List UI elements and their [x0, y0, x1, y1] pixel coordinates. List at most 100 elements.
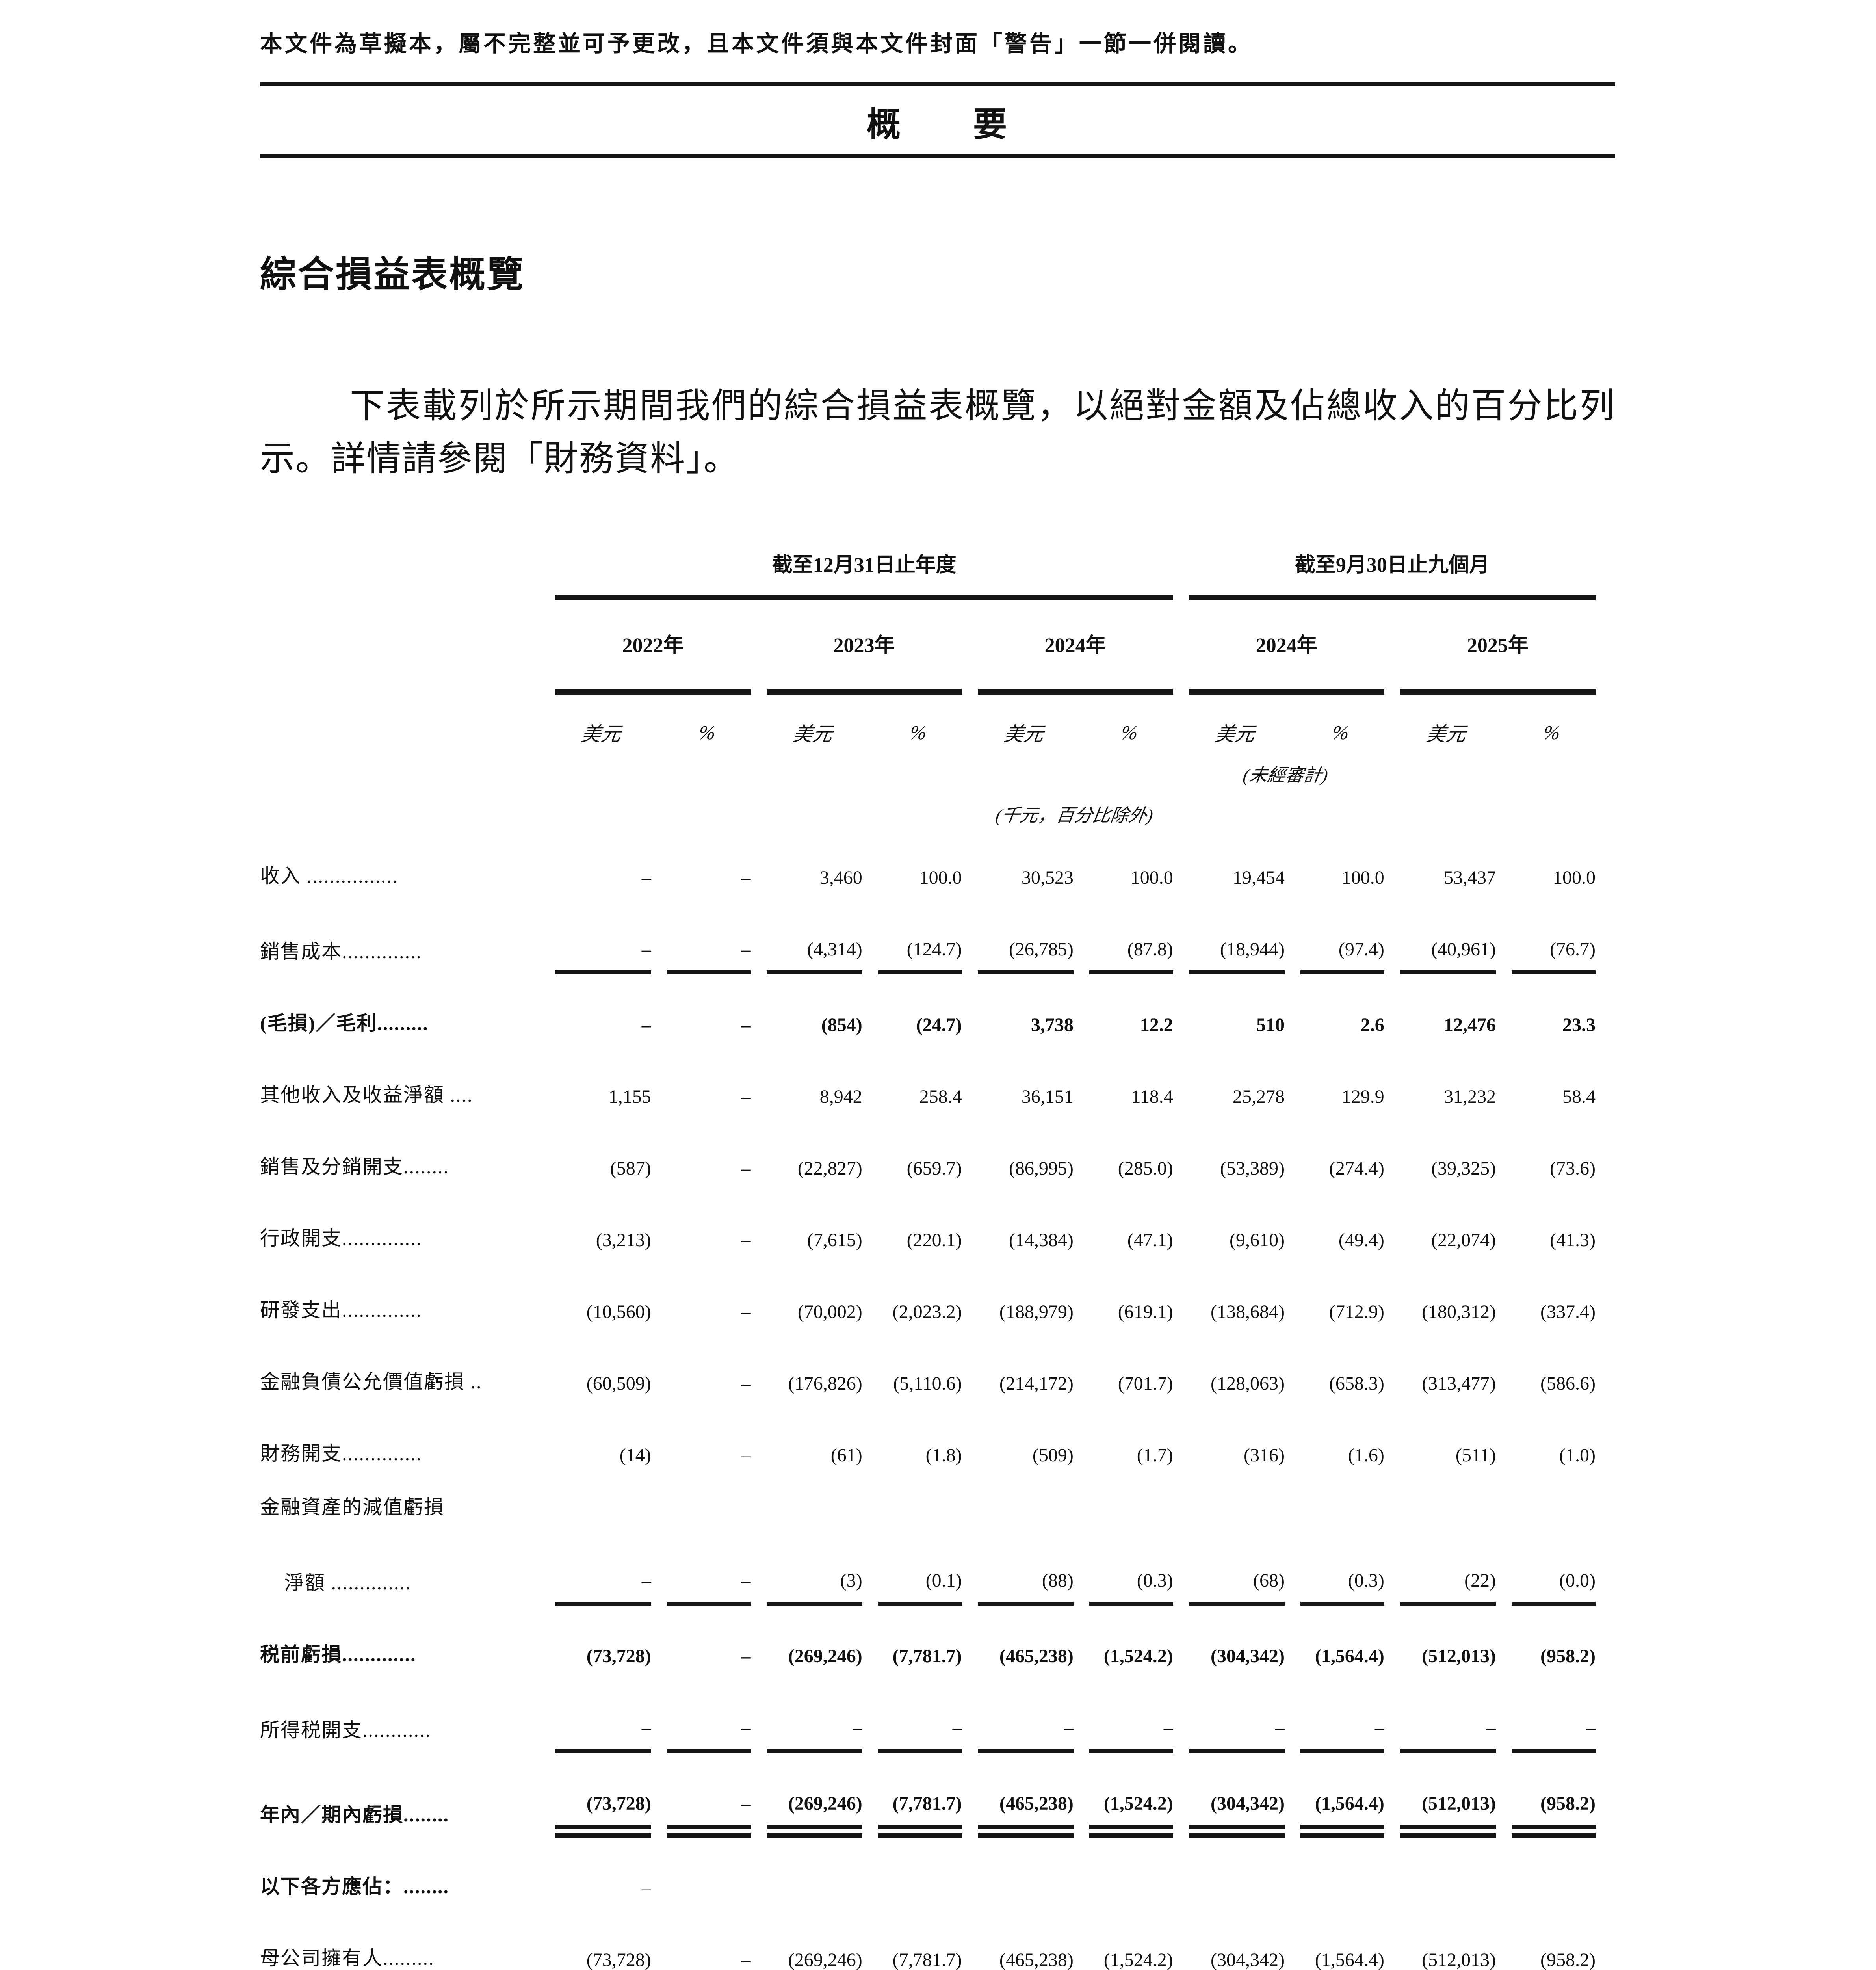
value-cell: (49.4) [1338, 1230, 1384, 1251]
value-cell: – [641, 1015, 651, 1035]
year-header-2024: 2024年 [977, 600, 1173, 695]
value-cell [1400, 1838, 1496, 1909]
value-cell: – [555, 1530, 651, 1606]
value-cell: (1.8) [925, 1445, 962, 1466]
value-cell: 510 [1256, 1015, 1285, 1035]
value-cell: (60,509) [586, 1373, 651, 1394]
draft-disclaimer: 本文件為草擬本，屬不完整並可予更改，且本文件須與本文件封面「警告」一節一併閱讀。 [260, 32, 1253, 56]
value-cell: (39,325) [1431, 1158, 1496, 1179]
thousands-note: (千元，百分比除外) [994, 805, 1154, 825]
currency-unit-header: 美元 [580, 723, 623, 745]
row-label: 銷售及分銷開支........ [260, 1156, 449, 1178]
empty-cell [260, 787, 962, 827]
value-cell: 12.2 [1140, 1015, 1173, 1035]
value-cell: (269,246) [788, 1646, 862, 1667]
empty-cell [260, 548, 539, 600]
period-header-row: 截至12月31日止年度 截至9月30日止九個月 [260, 548, 1596, 600]
value-cell: (1.0) [1559, 1445, 1596, 1466]
value-cell: (465,238) [977, 1753, 1074, 1838]
value-cell: (180,312) [1422, 1301, 1496, 1322]
row-label: 以下各方應佔：........ [260, 1875, 449, 1898]
value-cell: 8,942 [819, 1086, 862, 1107]
value-cell: – [667, 899, 751, 974]
table-row: 金融負債公允價值虧損 .. (60,509) – (176,826) (5,110.6)… [260, 1333, 1596, 1405]
table-row: 銷售成本.............. – – (4,314) (124.7) (26,78… [260, 899, 1596, 974]
row-label: 所得税開支............ [260, 1719, 431, 1741]
value-cell: 23.3 [1562, 1015, 1596, 1035]
value-cell: (1,524.2) [1103, 1950, 1173, 1970]
value-cell: 31,232 [1444, 1086, 1496, 1107]
value-cell: (176,826) [788, 1373, 862, 1394]
value-cell [667, 1838, 751, 1909]
percent-unit-header: % [908, 721, 928, 743]
table-row: (毛損)／毛利......... – – (854) (24.7) 3,738 12.2 51… [260, 974, 1596, 1046]
value-cell: 58.4 [1562, 1086, 1596, 1107]
value-cell: (9,610) [1230, 1230, 1285, 1251]
intro-paragraph: 下表載列於所示期間我們的綜合損益表概覽，以絕對金額及佔總收入的百分比列示。詳情請… [260, 387, 1615, 478]
value-cell: – [1189, 1677, 1285, 1753]
title-top-rule [260, 82, 1615, 86]
value-cell: (5,110.6) [893, 1373, 962, 1394]
income-statement-table: 截至12月31日止年度 截至9月30日止九個月 2022年 2023年 2024… [244, 548, 1611, 1970]
value-cell: – [667, 1530, 751, 1606]
value-cell: – [977, 1677, 1074, 1753]
row-label: 行政開支.............. [260, 1227, 422, 1249]
value-cell: (512,013) [1422, 1950, 1496, 1970]
value-cell [978, 1838, 1074, 1909]
value-cell: (73.6) [1550, 1158, 1596, 1179]
value-cell: – [741, 867, 751, 888]
value-cell: – [741, 1373, 751, 1394]
value-cell: 100.0 [919, 867, 962, 888]
value-cell: – [667, 1753, 751, 1838]
value-cell: (316) [1244, 1445, 1285, 1466]
value-cell: – [741, 1301, 751, 1322]
row-label: 年內／期內虧損........ [260, 1804, 449, 1826]
year-header-2022: 2022年 [555, 600, 751, 695]
row-label: 其他收入及收益淨額 .... [260, 1084, 473, 1106]
annual-period-header: 截至12月31日止年度 [555, 548, 1173, 600]
value-cell: (14,384) [1009, 1230, 1074, 1251]
value-cell: (3,213) [596, 1230, 651, 1251]
empty-cell [260, 695, 539, 747]
value-cell: (958.2) [1540, 1950, 1596, 1970]
table-row: 行政開支.............. (3,213) – (7,615) (220.1)… [260, 1189, 1596, 1261]
table-row: 財務開支.............. (14) – (61) (1.8) (509) (1.… [260, 1405, 1596, 1476]
interim-period-header: 截至9月30日止九個月 [1189, 548, 1596, 600]
value-cell: (7,781.7) [892, 1646, 962, 1667]
value-cell: (10,560) [586, 1301, 651, 1322]
currency-unit-header: 美元 [1213, 723, 1256, 745]
value-cell [767, 1838, 862, 1909]
row-label: 税前虧損............. [260, 1643, 416, 1665]
currency-unit-header: 美元 [791, 723, 834, 745]
value-cell: – [1400, 1677, 1496, 1753]
value-cell: 129.9 [1341, 1086, 1384, 1107]
value-cell: (128,063) [1211, 1373, 1285, 1394]
value-cell: 12,476 [1444, 1015, 1496, 1035]
value-cell: (304,342) [1211, 1646, 1285, 1667]
value-cell: (0.3) [1089, 1530, 1173, 1606]
value-cell: (658.3) [1329, 1373, 1384, 1394]
value-cell [1089, 1838, 1173, 1909]
value-cell: (7,781.7) [892, 1950, 962, 1970]
value-cell: (0.3) [1300, 1530, 1384, 1606]
value-cell: 25,278 [1232, 1086, 1285, 1107]
table-row: 所得税開支............ – – – – – – – – – – [260, 1677, 1596, 1753]
value-cell: (269,246) [766, 1753, 862, 1838]
value-cell: (3) [766, 1530, 862, 1606]
value-cell: (188,979) [999, 1301, 1074, 1322]
value-cell: – [1512, 1677, 1596, 1753]
value-cell: (1,564.4) [1315, 1950, 1384, 1970]
value-cell: (22) [1400, 1530, 1496, 1606]
row-label: 財務開支.............. [260, 1442, 422, 1464]
table-row: 金融資產的減值虧損 [260, 1476, 1596, 1530]
value-cell: (138,684) [1211, 1301, 1285, 1322]
value-cell [1189, 1838, 1285, 1909]
value-cell: – [741, 1015, 751, 1035]
value-cell: (73,728) [586, 1950, 651, 1970]
value-cell: (0.1) [878, 1530, 962, 1606]
value-cell: (1,524.2) [1089, 1753, 1173, 1838]
value-cell: 2.6 [1360, 1015, 1384, 1035]
year-header-2024-interim: 2024年 [1189, 600, 1384, 695]
value-cell: (14) [619, 1445, 651, 1466]
